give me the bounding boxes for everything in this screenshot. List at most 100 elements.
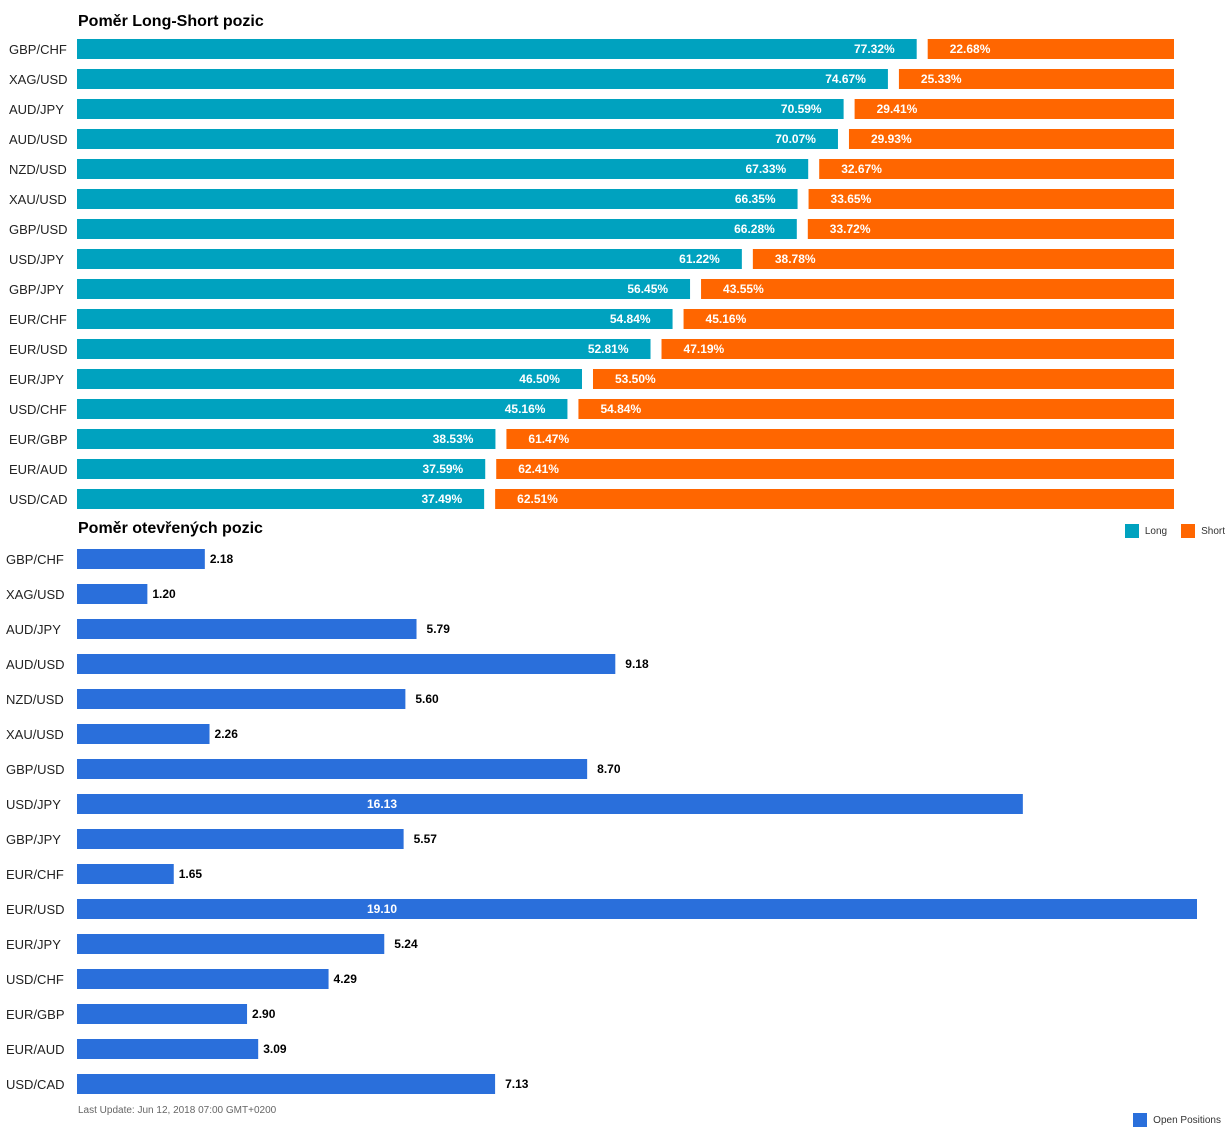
ls-short-value-gbp-jpy: 43.55% — [723, 282, 764, 296]
op-value-xau-usd: 2.26 — [215, 727, 239, 741]
op-category-label-nzd-usd: NZD/USD — [6, 692, 64, 707]
long-short-legend: Long Short — [1111, 524, 1225, 538]
ls-short-bar-gbp-usd — [807, 219, 1174, 239]
ls-long-bar-eur-jpy — [77, 369, 582, 389]
ls-short-bar-gbp-chf — [927, 39, 1174, 59]
ls-short-value-eur-aud: 62.41% — [518, 462, 559, 476]
ls-category-label-eur-chf: EUR/CHF — [9, 312, 67, 327]
ls-long-bar-aud-jpy — [77, 99, 844, 119]
ls-long-value-xag-usd: 74.67% — [825, 72, 866, 86]
op-category-label-eur-gbp: EUR/GBP — [6, 1007, 65, 1022]
op-value-eur-gbp: 2.90 — [252, 1007, 276, 1021]
ls-short-value-gbp-usd: 33.72% — [830, 222, 871, 236]
op-value-eur-jpy: 5.24 — [394, 937, 418, 951]
ls-category-label-usd-chf: USD/CHF — [9, 402, 67, 417]
ls-category-label-eur-usd: EUR/USD — [9, 342, 68, 357]
op-category-label-aud-usd: AUD/USD — [6, 657, 65, 672]
open-positions-legend: Open Positions — [1133, 1113, 1221, 1127]
op-category-label-usd-jpy: USD/JPY — [6, 797, 61, 812]
ls-long-value-eur-jpy: 46.50% — [519, 372, 560, 386]
ls-category-label-aud-jpy: AUD/JPY — [9, 102, 64, 117]
op-value-aud-usd: 9.18 — [625, 657, 649, 671]
op-bar-xau-usd — [77, 724, 210, 744]
ls-category-label-eur-jpy: EUR/JPY — [9, 372, 64, 387]
ls-category-label-nzd-usd: NZD/USD — [9, 162, 67, 177]
op-value-gbp-chf: 2.18 — [210, 552, 234, 566]
ls-category-label-eur-aud: EUR/AUD — [9, 462, 68, 477]
ls-short-value-eur-chf: 45.16% — [706, 312, 747, 326]
op-value-usd-chf: 4.29 — [334, 972, 358, 986]
ls-short-value-aud-usd: 29.93% — [871, 132, 912, 146]
op-bar-usd-jpy — [77, 794, 1023, 814]
ls-long-value-xau-usd: 66.35% — [735, 192, 776, 206]
op-bar-aud-jpy — [77, 619, 417, 639]
ls-short-bar-gbp-jpy — [701, 279, 1174, 299]
ls-category-label-gbp-jpy: GBP/JPY — [9, 282, 64, 297]
op-category-label-eur-chf: EUR/CHF — [6, 867, 64, 882]
op-category-label-aud-jpy: AUD/JPY — [6, 622, 61, 637]
op-value-usd-jpy: 16.13 — [367, 797, 397, 811]
ls-short-value-xag-usd: 25.33% — [921, 72, 962, 86]
op-value-usd-cad: 7.13 — [505, 1077, 529, 1091]
ls-long-bar-eur-aud — [77, 459, 486, 479]
ls-long-value-nzd-usd: 67.33% — [746, 162, 787, 176]
ls-short-bar-aud-usd — [848, 129, 1174, 149]
op-bar-nzd-usd — [77, 689, 406, 709]
op-bar-gbp-jpy — [77, 829, 404, 849]
ls-short-bar-eur-jpy — [592, 369, 1174, 389]
ls-short-bar-nzd-usd — [819, 159, 1174, 179]
ls-long-value-usd-jpy: 61.22% — [679, 252, 720, 266]
op-bar-usd-cad — [77, 1074, 496, 1094]
op-bar-usd-chf — [77, 969, 329, 989]
ls-long-bar-gbp-usd — [77, 219, 797, 239]
ls-long-value-eur-aud: 37.59% — [423, 462, 464, 476]
legend-short: Short — [1181, 524, 1225, 538]
ls-short-bar-xau-usd — [808, 189, 1174, 209]
op-category-label-gbp-chf: GBP/CHF — [6, 552, 64, 567]
ls-short-bar-eur-aud — [496, 459, 1174, 479]
ls-long-bar-eur-chf — [77, 309, 673, 329]
legend-open-positions-label: Open Positions — [1153, 1114, 1221, 1126]
op-bar-aud-usd — [77, 654, 616, 674]
op-category-label-eur-aud: EUR/AUD — [6, 1042, 65, 1057]
ls-long-value-aud-jpy: 70.59% — [781, 102, 822, 116]
ls-long-value-gbp-usd: 66.28% — [734, 222, 775, 236]
ls-long-bar-usd-chf — [77, 399, 568, 419]
ls-long-value-eur-gbp: 38.53% — [433, 432, 474, 446]
ls-short-value-nzd-usd: 32.67% — [841, 162, 882, 176]
op-category-label-gbp-usd: GBP/USD — [6, 762, 65, 777]
ls-short-bar-aud-jpy — [854, 99, 1174, 119]
op-bar-gbp-usd — [77, 759, 588, 779]
ls-short-value-xau-usd: 33.65% — [831, 192, 872, 206]
ls-category-label-eur-gbp: EUR/GBP — [9, 432, 68, 447]
ls-category-label-usd-cad: USD/CAD — [9, 492, 68, 507]
ls-long-bar-xau-usd — [77, 189, 798, 209]
ls-short-value-usd-jpy: 38.78% — [775, 252, 816, 266]
ls-long-bar-gbp-jpy — [77, 279, 691, 299]
op-category-label-xau-usd: XAU/USD — [6, 727, 64, 742]
ls-short-bar-eur-gbp — [506, 429, 1174, 449]
op-category-label-gbp-jpy: GBP/JPY — [6, 832, 61, 847]
ls-short-value-usd-chf: 54.84% — [600, 402, 641, 416]
ls-category-label-xau-usd: XAU/USD — [9, 192, 67, 207]
ls-short-bar-eur-chf — [683, 309, 1174, 329]
ls-long-value-eur-usd: 52.81% — [588, 342, 629, 356]
legend-short-swatch — [1181, 524, 1196, 538]
op-category-label-eur-jpy: EUR/JPY — [6, 937, 61, 952]
ls-short-bar-xag-usd — [898, 69, 1174, 89]
ls-long-bar-eur-gbp — [77, 429, 496, 449]
ls-category-label-aud-usd: AUD/USD — [9, 132, 68, 147]
ls-long-value-gbp-jpy: 56.45% — [627, 282, 668, 296]
ls-long-bar-usd-jpy — [77, 249, 742, 269]
ls-short-bar-usd-chf — [578, 399, 1174, 419]
op-bar-eur-jpy — [77, 934, 385, 954]
ls-short-value-aud-jpy: 29.41% — [877, 102, 918, 116]
op-bar-eur-aud — [77, 1039, 259, 1059]
op-bar-xag-usd — [77, 584, 148, 604]
op-value-nzd-usd: 5.60 — [415, 692, 439, 706]
ls-short-value-eur-usd: 47.19% — [684, 342, 725, 356]
op-category-label-eur-usd: EUR/USD — [6, 902, 65, 917]
op-value-eur-chf: 1.65 — [179, 867, 203, 881]
legend-long-label: Long — [1144, 525, 1168, 537]
